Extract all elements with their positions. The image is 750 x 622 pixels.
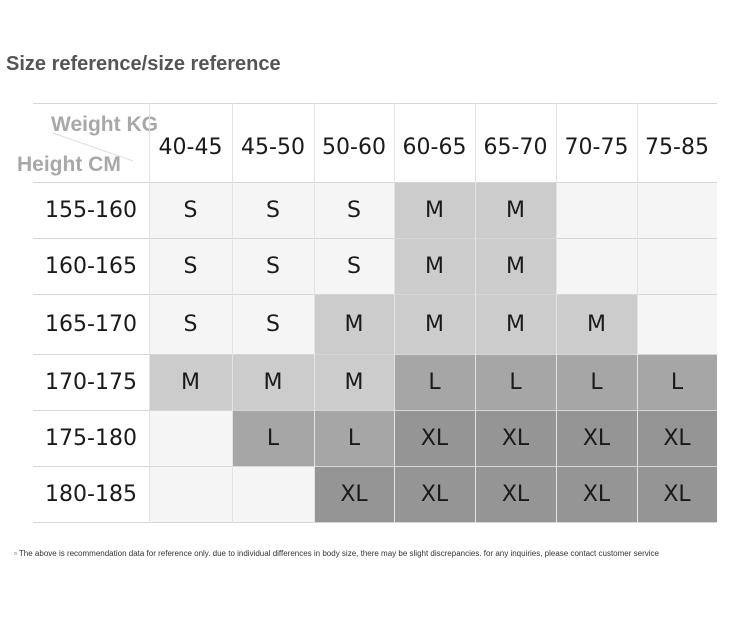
size-cell: L bbox=[556, 354, 637, 410]
size-cell bbox=[637, 182, 717, 238]
column-divider bbox=[314, 103, 315, 523]
size-cell: L bbox=[475, 354, 556, 410]
column-divider bbox=[394, 103, 395, 523]
row-divider bbox=[33, 182, 717, 183]
size-cell: L bbox=[314, 410, 394, 466]
height-row-header: 155-160 bbox=[45, 197, 137, 223]
size-cell: S bbox=[314, 238, 394, 294]
diagonal-divider bbox=[52, 132, 134, 162]
size-cell: M bbox=[149, 354, 232, 410]
weight-column-header: 75-85 bbox=[645, 135, 709, 160]
size-cell: XL bbox=[394, 466, 475, 523]
size-cell bbox=[232, 466, 314, 523]
size-cell: S bbox=[232, 182, 314, 238]
weight-column-header: 40-45 bbox=[158, 135, 223, 160]
size-cell: XL bbox=[637, 410, 717, 466]
row-divider bbox=[33, 294, 717, 295]
row-divider bbox=[33, 522, 717, 523]
disclaimer-note: ▫ The above is recommendation data for r… bbox=[14, 549, 659, 558]
size-cell bbox=[637, 294, 717, 354]
size-cell bbox=[556, 238, 637, 294]
row-divider bbox=[33, 410, 717, 411]
size-cell bbox=[637, 238, 717, 294]
size-cell: XL bbox=[475, 410, 556, 466]
column-divider bbox=[232, 103, 233, 523]
size-cell: S bbox=[232, 294, 314, 354]
size-cell: M bbox=[475, 294, 556, 354]
size-cell: XL bbox=[314, 466, 394, 523]
height-row-header: 170-175 bbox=[45, 369, 137, 395]
column-divider bbox=[149, 103, 150, 523]
size-cell: M bbox=[232, 354, 314, 410]
height-row-header: 160-165 bbox=[45, 253, 137, 279]
row-divider bbox=[33, 238, 717, 239]
weight-column-header: 50-60 bbox=[322, 135, 386, 160]
height-row-header: 175-180 bbox=[45, 425, 137, 451]
row-divider bbox=[33, 354, 717, 355]
size-cell: S bbox=[149, 294, 232, 354]
height-axis-label: Height CM bbox=[17, 153, 121, 176]
column-divider bbox=[556, 103, 557, 523]
size-cell: M bbox=[475, 182, 556, 238]
size-cell: M bbox=[475, 238, 556, 294]
row-divider bbox=[33, 103, 717, 104]
page-title: Size reference/size reference bbox=[6, 53, 281, 75]
size-cell: XL bbox=[556, 466, 637, 523]
weight-column-header: 60-65 bbox=[402, 135, 467, 160]
size-cell: S bbox=[232, 238, 314, 294]
height-row-header: 180-185 bbox=[45, 482, 137, 507]
size-cell bbox=[149, 410, 232, 466]
weight-column-header: 70-75 bbox=[564, 135, 629, 160]
size-cell: M bbox=[556, 294, 637, 354]
size-cell: M bbox=[314, 294, 394, 354]
weight-axis-label: Weight KG bbox=[51, 113, 158, 136]
size-cell: M bbox=[394, 238, 475, 294]
size-cell: M bbox=[394, 182, 475, 238]
height-row-header: 165-170 bbox=[45, 311, 137, 337]
size-cell: M bbox=[314, 354, 394, 410]
size-cell bbox=[149, 466, 232, 523]
size-cell bbox=[556, 182, 637, 238]
size-cell: S bbox=[149, 238, 232, 294]
row-divider bbox=[33, 466, 717, 467]
size-cell: S bbox=[314, 182, 394, 238]
size-cell: M bbox=[394, 294, 475, 354]
column-divider bbox=[475, 103, 476, 523]
size-cell: XL bbox=[475, 466, 556, 523]
size-cell: XL bbox=[637, 466, 717, 523]
size-cell: L bbox=[232, 410, 314, 466]
weight-column-header: 45-50 bbox=[241, 135, 305, 160]
size-cell: XL bbox=[556, 410, 637, 466]
corner-header: Weight KG Height CM bbox=[17, 103, 158, 182]
size-cell: L bbox=[637, 354, 717, 410]
size-cell: L bbox=[394, 354, 475, 410]
column-divider bbox=[637, 103, 638, 523]
size-cell: XL bbox=[394, 410, 475, 466]
weight-column-header: 65-70 bbox=[483, 135, 548, 160]
size-cell: S bbox=[149, 182, 232, 238]
